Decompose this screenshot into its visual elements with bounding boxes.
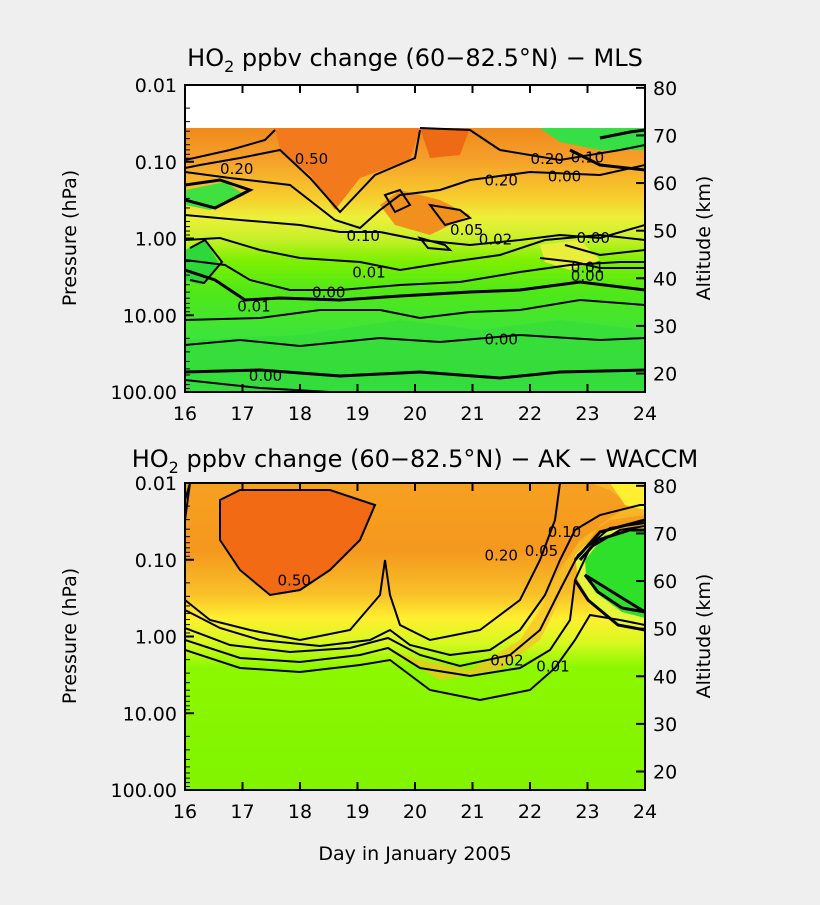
mid-value-patch [540,240,600,270]
x-axis: 16 17 18 19 20 21 22 23 24 [173,483,657,823]
low-value-patch [585,530,645,618]
title-subscript: 2 [169,458,179,477]
y-axis-label: Pressure (hPa) [59,170,81,306]
contour-label-layer: 0.50 0.20 0.100.05 0.02 0.01 [278,523,582,676]
contour-label: 0.01 [237,298,270,316]
contour-label: 0.50 [295,150,328,168]
contour-label: 0.01 [571,258,604,276]
contour-label: 0.00 [548,167,581,185]
contour-label: 0.05 [525,542,558,560]
high-value-patch [220,490,375,595]
contour-lines [185,483,645,702]
contour-label: 0.10 [548,523,581,541]
altitude-tick-label: 40 [653,666,677,688]
y-axis-altitude: 20 30 40 50 60 70 80 [636,476,677,784]
x-tick-label: 21 [460,801,484,823]
altitude-tick-label: 30 [653,316,677,338]
x-tick-label: 23 [575,403,599,425]
contour-label: 0.00 [312,283,345,301]
altitude-tick-label: 30 [653,714,677,736]
altitude-tick-label: 60 [653,571,677,593]
contour-label: 0.20 [485,171,518,189]
y-tick-label: 100.00 [111,780,177,802]
title-rest: ppbv change (60−82.5°N) − MLS [234,44,643,72]
altitude-tick-label: 40 [653,268,677,290]
y-axis-label: Pressure (hPa) [59,568,81,704]
y-tick-label: 0.01 [135,473,177,495]
contour-label: 0.20 [531,150,564,168]
y-tick-label: 100.00 [111,382,177,404]
x-axis: 16 17 18 19 20 21 22 23 24 [173,85,657,425]
title-main: HO [132,445,169,473]
x-tick-label: 19 [345,801,369,823]
mid-value-patch [610,483,645,510]
altitude-tick-label: 70 [653,125,677,147]
x-tick-label: 20 [403,403,427,425]
y2-axis-label: Altitude (km) [693,176,715,301]
y2-axis-label: Altitude (km) [693,574,715,699]
contour-label: 0.02 [490,652,523,670]
x-tick-label: 19 [345,403,369,425]
panel-ak-waccm: HO2 ppbv change (60−82.5°N) − AK − WACCM [59,445,715,865]
contour-label-layer: 0.200.50 0.20 0.100.20 0.000.050.10 0.02 0.00… [220,148,610,385]
panel-title: HO2 ppbv change (60−82.5°N) − AK − WACCM [132,445,699,477]
contour-label: 0.00 [249,367,282,385]
panel-title: HO2 ppbv change (60−82.5°N) − MLS [187,44,643,76]
x-tick-label: 18 [288,801,312,823]
y-tick-label: 0.01 [135,75,177,97]
contour-label: 0.20 [220,160,253,178]
x-tick-label: 22 [518,403,542,425]
y-tick-label: 10.00 [123,703,177,725]
x-tick-label: 17 [230,403,254,425]
altitude-tick-label: 20 [653,762,677,784]
high-value-patch [420,128,470,158]
y-tick-label: 0.10 [135,152,177,174]
x-tick-label: 24 [633,801,657,823]
y-tick-label: 10.00 [123,305,177,327]
contour-label: 0.10 [347,227,380,245]
x-tick-label: 24 [633,403,657,425]
altitude-tick-label: 50 [653,619,677,641]
contour-label: 0.05 [450,221,483,239]
x-tick-label: 16 [173,403,197,425]
y-axis-pressure: 0.01 0.10 1.00 10.00 100.00 [111,473,194,802]
altitude-tick-label: 60 [653,173,677,195]
contour-label: 0.20 [485,546,518,564]
x-tick-label: 20 [403,801,427,823]
panel-mls: HO2 ppbv change (60−82.5°N) − MLS [59,44,715,425]
y-tick-label: 1.00 [135,627,177,649]
altitude-tick-label: 50 [653,221,677,243]
contour-label: 0.01 [352,264,385,282]
title-rest: ppbv change (60−82.5°N) − AK − WACCM [179,445,698,473]
x-tick-label: 23 [575,801,599,823]
contour-label: 0.00 [571,267,604,285]
contour-label: 0.00 [485,330,518,348]
contour-label: 0.10 [571,148,604,166]
contour-lines [185,127,645,392]
x-tick-label: 22 [518,801,542,823]
altitude-tick-label: 70 [653,523,677,545]
x-axis-label: Day in January 2005 [318,843,511,865]
y-axis-altitude: 20 30 40 50 60 70 80 [636,78,677,386]
altitude-tick-label: 20 [653,364,677,386]
x-tick-label: 21 [460,403,484,425]
contour-label: 0.01 [536,658,569,676]
y-tick-label: 1.00 [135,229,177,251]
title-main: HO [187,44,224,72]
x-tick-label: 17 [230,801,254,823]
x-tick-label: 16 [173,801,197,823]
altitude-tick-label: 80 [653,78,677,100]
contour-label: 0.02 [479,231,512,249]
x-tick-label: 18 [288,403,312,425]
contour-label: 0.00 [577,229,610,247]
y-axis-pressure: 0.01 0.10 1.00 10.00 100.00 [111,75,194,404]
title-subscript: 2 [224,57,234,76]
y-tick-label: 0.10 [135,550,177,572]
contour-label: 0.50 [278,571,311,589]
altitude-tick-label: 80 [653,476,677,498]
high-value-patch [275,128,420,210]
